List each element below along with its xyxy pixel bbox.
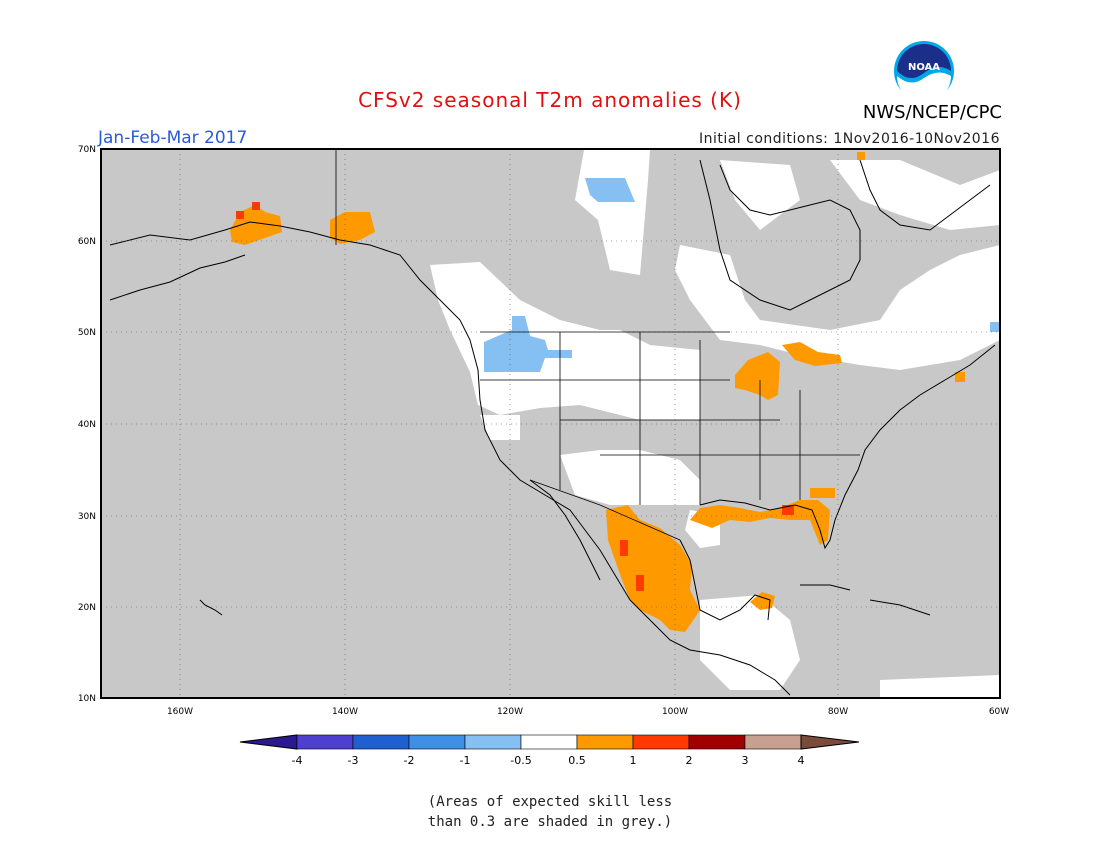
colorbar-arrow-low bbox=[239, 734, 298, 750]
lat-label: 60N bbox=[78, 237, 96, 247]
lon-label: 160W bbox=[167, 707, 193, 717]
skill-note-line: (Areas of expected skill less bbox=[427, 794, 673, 810]
logo-text: NOAA bbox=[908, 62, 940, 73]
colorbar: -4 -3 -2 -1 -0.5 0.5 1 2 3 4 bbox=[239, 734, 860, 767]
warm-anomaly-regions bbox=[230, 152, 965, 632]
lon-label: 80W bbox=[828, 707, 848, 717]
lat-axis: 70N 60N 50N 40N 30N 20N 10N bbox=[78, 145, 96, 704]
colorbar-swatches bbox=[239, 734, 860, 750]
colorbar-swatch bbox=[632, 734, 690, 750]
colorbar-swatch bbox=[576, 734, 634, 750]
noaa-logo: NOAA bbox=[894, 41, 954, 102]
cold-anomaly-regions bbox=[484, 178, 1000, 372]
colorbar-label: -1 bbox=[460, 754, 471, 767]
lat-label: 40N bbox=[78, 420, 96, 430]
lon-label: 120W bbox=[497, 707, 523, 717]
lat-label: 70N bbox=[78, 145, 96, 155]
colorbar-swatch bbox=[744, 734, 802, 750]
skill-note-line: than 0.3 are shaded in grey.) bbox=[427, 814, 673, 830]
anomaly-map: 70N 60N 50N 40N 30N 20N 10N 160W 140W 12… bbox=[78, 145, 1009, 717]
colorbar-label: -3 bbox=[348, 754, 359, 767]
coastlines bbox=[109, 159, 996, 696]
initial-conditions: Initial conditions: 1Nov2016-10Nov2016 bbox=[698, 131, 1000, 147]
near-normal-regions bbox=[101, 149, 1000, 698]
lon-label: 100W bbox=[662, 707, 688, 717]
lon-label: 60W bbox=[989, 707, 1009, 717]
colorbar-label: 1 bbox=[630, 754, 637, 767]
lat-label: 10N bbox=[78, 694, 96, 704]
colorbar-label: 3 bbox=[742, 754, 749, 767]
lon-axis: 160W 140W 120W 100W 80W 60W bbox=[167, 707, 1009, 717]
colorbar-labels: -4 -3 -2 -1 -0.5 0.5 1 2 3 4 bbox=[292, 754, 805, 767]
colorbar-swatch bbox=[520, 734, 578, 750]
colorbar-label: 4 bbox=[798, 754, 805, 767]
colorbar-label: -4 bbox=[292, 754, 303, 767]
map-frame bbox=[100, 148, 1001, 699]
chart-title: CFSv2 seasonal T2m anomalies (K) bbox=[358, 88, 742, 112]
colorbar-swatch bbox=[688, 734, 746, 750]
colorbar-label: 0.5 bbox=[568, 754, 586, 767]
colorbar-label: -0.5 bbox=[510, 754, 531, 767]
period-label: Jan-Feb-Mar 2017 bbox=[98, 128, 248, 148]
colorbar-arrow-high bbox=[800, 734, 860, 750]
lon-label: 140W bbox=[332, 707, 358, 717]
colorbar-swatch bbox=[408, 734, 466, 750]
agency-label: NWS/NCEP/CPC bbox=[862, 102, 1002, 123]
colorbar-label: 2 bbox=[686, 754, 693, 767]
colorbar-swatch bbox=[464, 734, 522, 750]
lat-label: 30N bbox=[78, 512, 96, 522]
skill-note: (Areas of expected skill less than 0.3 a… bbox=[0, 792, 1100, 832]
colorbar-swatch bbox=[352, 734, 410, 750]
lat-label: 20N bbox=[78, 603, 96, 613]
colorbar-swatch bbox=[296, 734, 354, 750]
colorbar-label: -2 bbox=[404, 754, 415, 767]
lat-label: 50N bbox=[78, 328, 96, 338]
